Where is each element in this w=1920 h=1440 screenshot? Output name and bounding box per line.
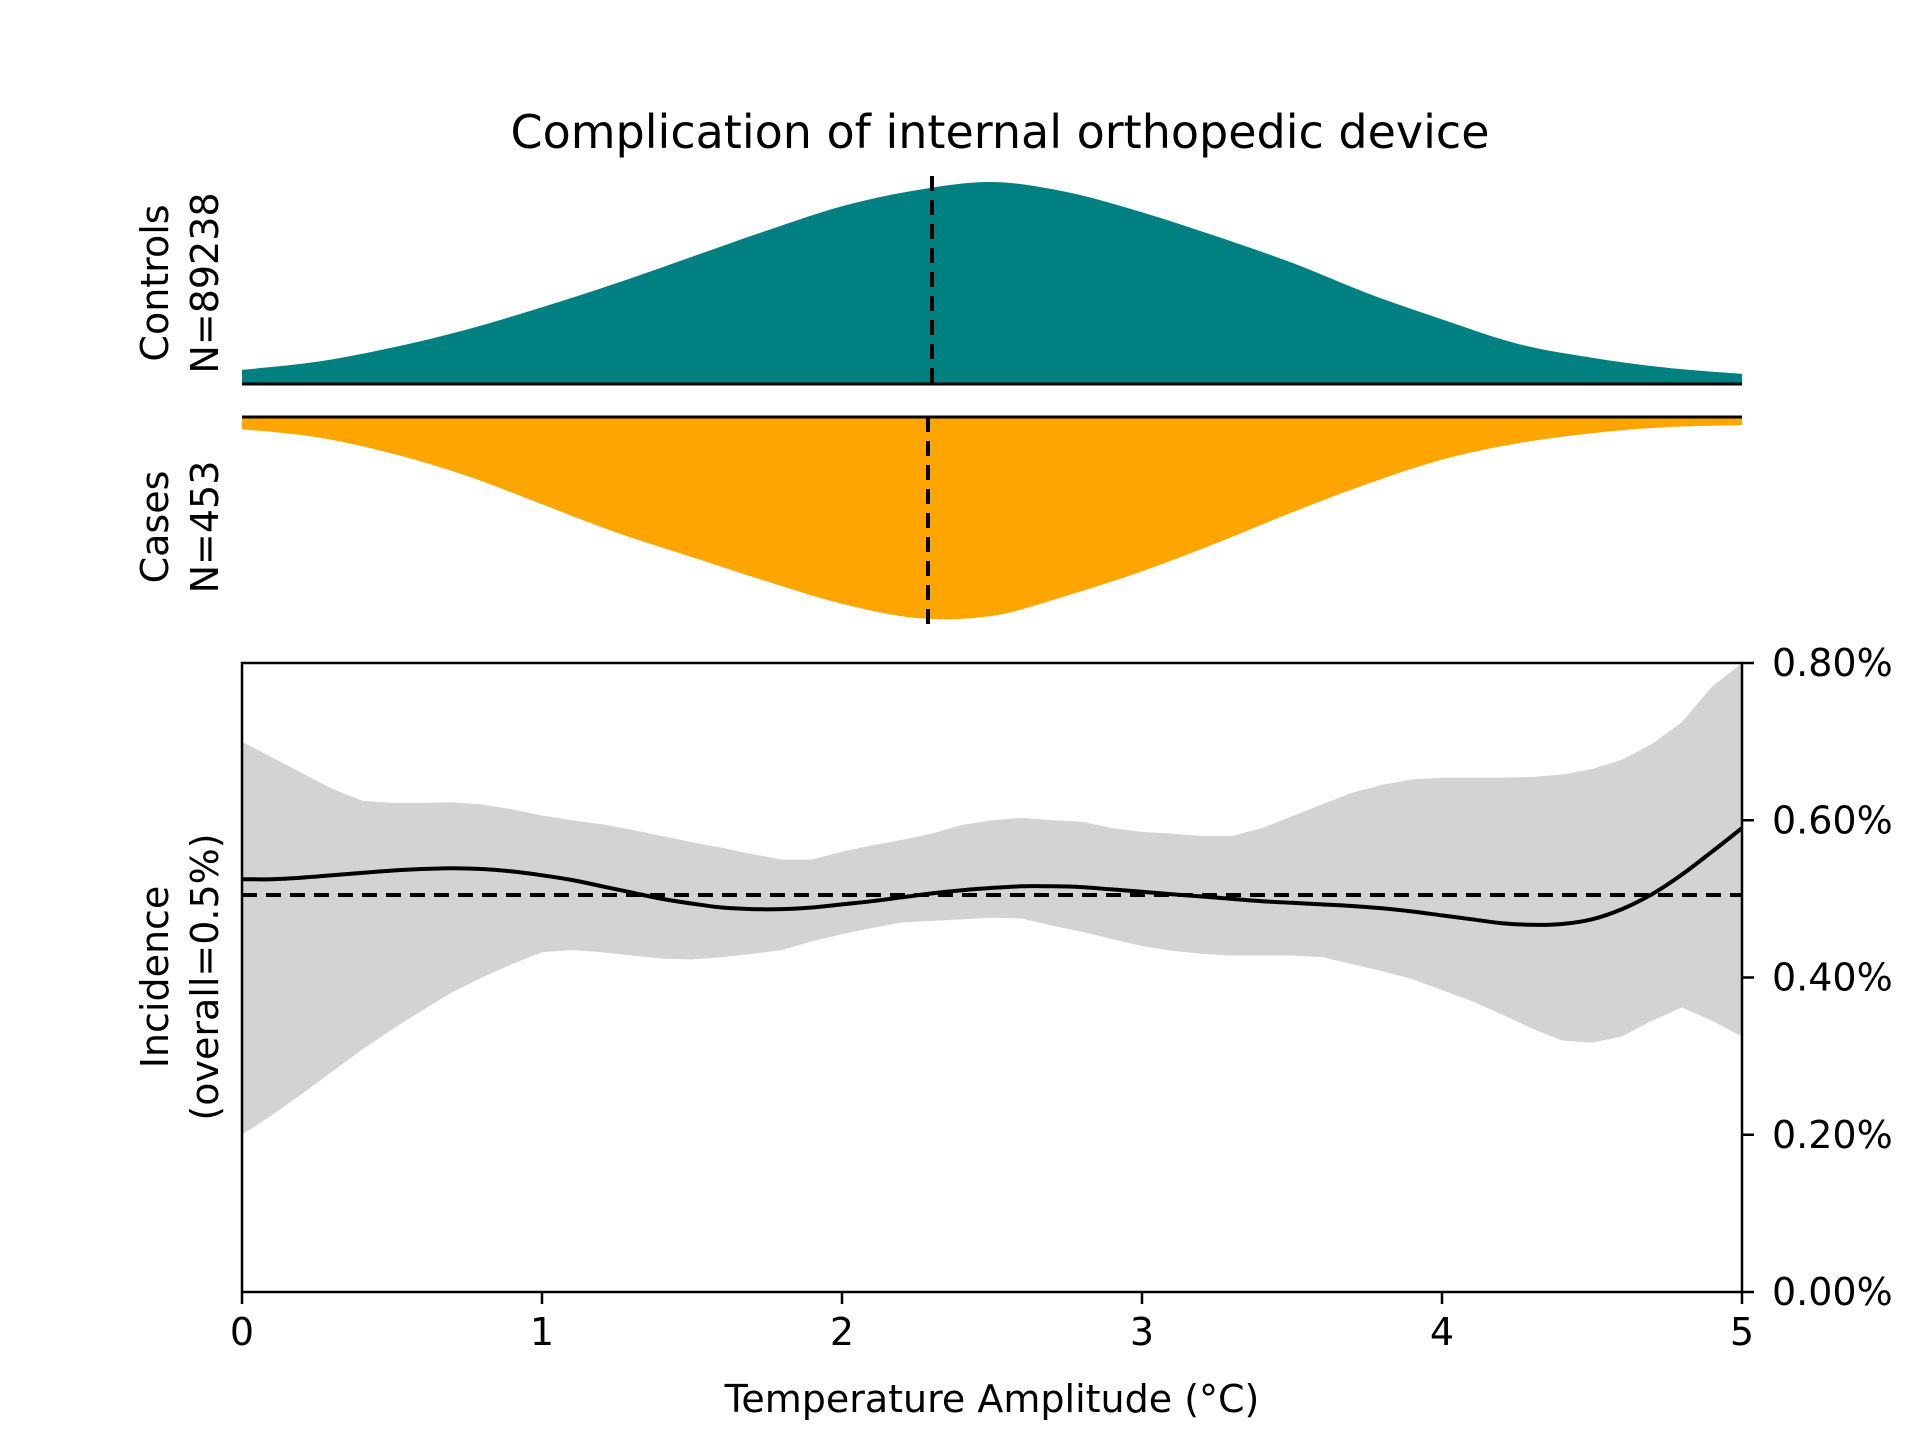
y-tick-label: 0.60% bbox=[1772, 798, 1893, 842]
controls-n-label: N=89238 bbox=[183, 192, 227, 373]
cases-density-area bbox=[242, 417, 1742, 620]
x-tick-label: 5 bbox=[1730, 1310, 1754, 1354]
incidence-ylabel: Incidence bbox=[133, 886, 177, 1069]
x-tick-label: 0 bbox=[230, 1310, 254, 1354]
chart-title: Complication of internal orthopedic devi… bbox=[510, 105, 1489, 159]
x-tick-label: 1 bbox=[530, 1310, 554, 1354]
incidence-ylabel-overall: (overall=0.5%) bbox=[183, 833, 227, 1120]
controls-panel: Controls N=89238 bbox=[133, 176, 1742, 386]
y-axis-ticks: 0.00% 0.20% 0.40% 0.60% 0.80% bbox=[1742, 641, 1893, 1314]
cases-label: Cases bbox=[133, 471, 177, 584]
confidence-band bbox=[242, 663, 1742, 1135]
y-tick-label: 0.00% bbox=[1772, 1270, 1893, 1314]
controls-label: Controls bbox=[133, 204, 177, 361]
cases-panel: Cases N=453 bbox=[133, 415, 1742, 627]
x-axis-label: Temperature Amplitude (°C) bbox=[724, 1377, 1260, 1421]
controls-density-area bbox=[242, 181, 1742, 384]
y-tick-label: 0.80% bbox=[1772, 641, 1893, 685]
x-tick-label: 3 bbox=[1130, 1310, 1154, 1354]
x-tick-label: 4 bbox=[1430, 1310, 1454, 1354]
cases-n-label: N=453 bbox=[183, 461, 227, 594]
y-tick-label: 0.20% bbox=[1772, 1113, 1893, 1157]
incidence-panel: Incidence (overall=0.5%) 0.00% 0.20% 0.40%… bbox=[133, 641, 1893, 1421]
x-tick-label: 2 bbox=[830, 1310, 854, 1354]
y-tick-label: 0.40% bbox=[1772, 956, 1893, 1000]
incidence-estimate-line bbox=[241, 826, 1744, 927]
x-axis-ticks: 0 1 2 3 4 5 bbox=[230, 1292, 1754, 1354]
